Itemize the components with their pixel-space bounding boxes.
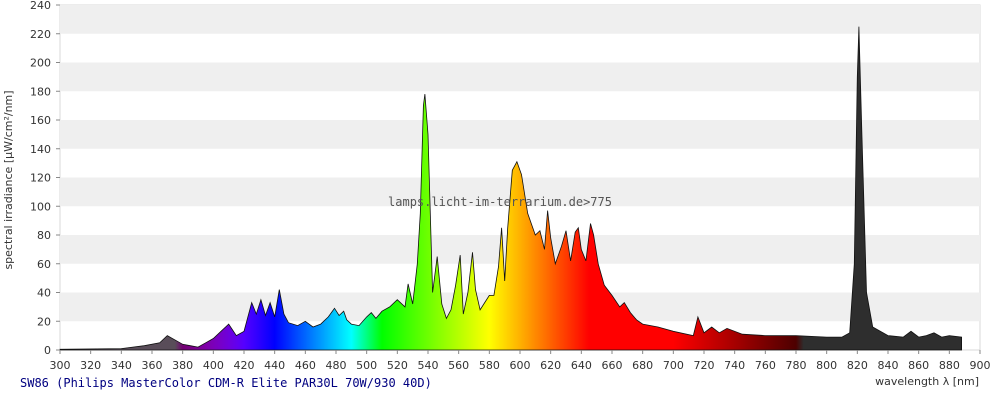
x-tick-label: 780 (786, 359, 807, 372)
x-tick-label: 500 (356, 359, 377, 372)
grid-bands (59, 4, 981, 351)
y-tick-label: 160 (30, 114, 51, 127)
x-tick-label: 720 (694, 359, 715, 372)
grid-band (60, 62, 980, 92)
x-tick-label: 300 (50, 359, 71, 372)
y-tick-label: 0 (44, 344, 51, 357)
y-axis-ticks: 0 20 40 60 80 100 120 140 160 180 200 220 240 (30, 0, 60, 357)
x-tick-label: 740 (724, 359, 745, 372)
y-tick-label: 80 (37, 229, 51, 242)
x-tick-label: 860 (908, 359, 929, 372)
x-tick-label: 480 (326, 359, 347, 372)
x-tick-label: 420 (234, 359, 255, 372)
x-tick-label: 900 (970, 359, 991, 372)
x-axis-label: wavelength λ [nm] (875, 375, 979, 388)
x-tick-label: 640 (571, 359, 592, 372)
x-tick-label: 340 (111, 359, 132, 372)
x-tick-label: 880 (939, 359, 960, 372)
y-tick-label: 20 (37, 315, 51, 328)
x-tick-label: 760 (755, 359, 776, 372)
x-tick-label: 440 (264, 359, 285, 372)
x-tick-label: 600 (510, 359, 531, 372)
y-tick-label: 240 (30, 0, 51, 12)
x-tick-label: 400 (203, 359, 224, 372)
x-tick-label: 700 (663, 359, 684, 372)
x-tick-label: 680 (632, 359, 653, 372)
x-tick-label: 800 (816, 359, 837, 372)
x-tick-label: 540 (418, 359, 439, 372)
x-tick-label: 380 (172, 359, 193, 372)
y-tick-label: 180 (30, 85, 51, 98)
grid-band (60, 120, 980, 149)
spectrum-area (59, 26, 962, 351)
x-tick-label: 520 (387, 359, 408, 372)
chart-title: SW86 (Philips MasterColor CDM-R Elite PA… (20, 376, 432, 390)
x-tick-label: 360 (142, 359, 163, 372)
y-tick-label: 60 (37, 258, 51, 271)
watermark: lamps.licht-im-terrarium.de>775 (388, 195, 612, 209)
y-axis-label: spectral irradiance [µW/cm²/nm] (2, 90, 15, 269)
x-tick-label: 580 (479, 359, 500, 372)
x-tick-label: 820 (847, 359, 868, 372)
y-tick-label: 40 (37, 287, 51, 300)
y-tick-label: 100 (30, 200, 51, 213)
y-tick-label: 120 (30, 172, 51, 185)
x-tick-label: 560 (448, 359, 469, 372)
x-tick-label: 660 (602, 359, 623, 372)
x-tick-label: 840 (878, 359, 899, 372)
grid-band (60, 5, 980, 34)
y-tick-label: 140 (30, 143, 51, 156)
y-tick-label: 220 (30, 28, 51, 41)
x-tick-label: 460 (295, 359, 316, 372)
x-axis-ticks: 300 320 340 360 380 400 420 440 460 480 500 520 540 5… (50, 350, 991, 372)
x-tick-label: 320 (80, 359, 101, 372)
y-tick-label: 200 (30, 57, 51, 70)
x-tick-label: 620 (540, 359, 561, 372)
